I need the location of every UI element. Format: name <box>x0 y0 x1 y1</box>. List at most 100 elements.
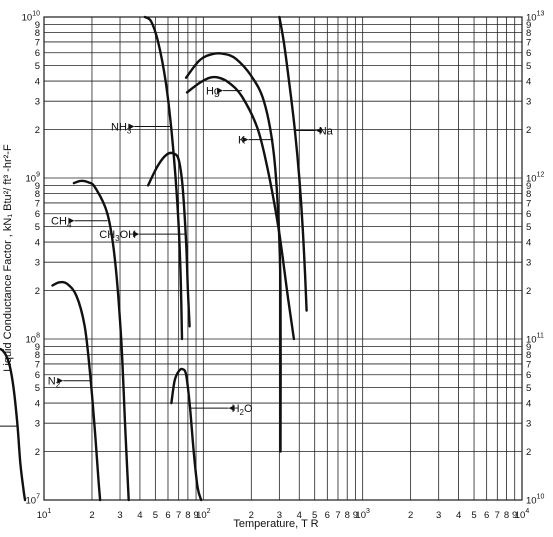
y-tick-label-right: 2 <box>526 286 531 297</box>
x-tick-label: 3 <box>277 510 282 521</box>
y-tick-label-right: 3 <box>526 419 531 430</box>
x-tick-label: 9 <box>193 510 198 521</box>
y-tick-label-right: 2 <box>526 447 531 458</box>
x-tick-label: 3 <box>436 510 441 521</box>
series-line-hg <box>185 75 296 341</box>
x-tick-label: 9 <box>512 510 517 521</box>
series-line-ne <box>0 347 27 502</box>
x-tick-label: 2 <box>408 510 413 521</box>
y-tick-label-right: 3 <box>526 258 531 269</box>
y-tick-label-left: 8 <box>35 350 40 361</box>
y-tick-label-left: 5 <box>35 61 40 72</box>
y-tick-label-left: 3 <box>35 419 40 430</box>
y-tick-label-left: 6 <box>35 48 40 59</box>
x-tick-label: 103 <box>355 508 370 521</box>
y-tick-label-left: 6 <box>35 209 40 220</box>
x-tick-label: 8 <box>185 510 190 521</box>
series-line-h2o <box>170 367 203 502</box>
x-tick-label: 7 <box>335 510 340 521</box>
x-tick-label: 7 <box>495 510 500 521</box>
y-tick-label-left: 3 <box>35 258 40 269</box>
leader-arrowhead <box>228 405 235 412</box>
y-tick-label-right: 6 <box>526 209 531 220</box>
y-tick-label-left: 7 <box>35 37 40 48</box>
leader-arrowhead <box>242 136 249 143</box>
series-line-ch3oh <box>146 151 191 328</box>
y-tick-label-right: 4 <box>526 399 531 410</box>
x-tick-label: 2 <box>249 510 254 521</box>
x-tick-label: 5 <box>471 510 476 521</box>
series-label-k: K <box>238 135 246 147</box>
y-tick-label-left: 6 <box>35 370 40 381</box>
series-line-nh3 <box>143 15 184 341</box>
y-tick-label-left: 3 <box>35 97 40 108</box>
y-tick-label-left: 7 <box>35 198 40 209</box>
y-tick-label-left: 2 <box>35 286 40 297</box>
x-tick-label: 102 <box>196 508 211 521</box>
x-tick-label: 8 <box>345 510 350 521</box>
y-tick-label-right: 6 <box>526 370 531 381</box>
y-tick-label-right: 8 <box>526 189 531 200</box>
y-tick-label-left: 9 <box>35 342 40 353</box>
series-label-h2o: H2O <box>232 403 253 417</box>
y-tick-label-left: 5 <box>35 383 40 394</box>
series-line-k <box>184 52 282 453</box>
y-tick-label-right: 3 <box>526 97 531 108</box>
y-tick-label-right: 7 <box>526 359 531 370</box>
series-label-ch4: CH4 <box>51 216 72 230</box>
x-tick-label: 4 <box>456 510 461 521</box>
y-tick-label-right: 1010 <box>526 494 544 507</box>
x-tick-label: 3 <box>117 510 122 521</box>
x-tick-label: 4 <box>137 510 142 521</box>
grid <box>43 16 523 501</box>
leader-arrowhead <box>133 231 140 238</box>
y-tick-label-right: 9 <box>526 181 531 192</box>
y-tick-label-left: 8 <box>35 189 40 200</box>
x-tick-label: 4 <box>297 510 302 521</box>
leader-arrowhead <box>128 123 135 130</box>
x-axis-label: Temperature, T R <box>233 518 318 530</box>
y-tick-label-left: 9 <box>35 20 40 31</box>
x-tick-label: 5 <box>153 510 158 521</box>
x-tick-label: 6 <box>325 510 330 521</box>
y-tick-label-right: 1012 <box>526 172 544 185</box>
series-label-na: Na <box>319 126 334 138</box>
y-axis-label-left: Liquid Conductance Factor , kN₁ Btu²/ ft… <box>2 144 14 372</box>
y-tick-label-left: 2 <box>35 125 40 136</box>
y-tick-label-right: 7 <box>526 37 531 48</box>
y-tick-label-right: 9 <box>526 20 531 31</box>
y-tick-label-left: 9 <box>35 181 40 192</box>
y-tick-label-right: 5 <box>526 61 531 72</box>
series-line-na <box>278 15 308 312</box>
series-line-n2 <box>51 280 102 502</box>
y-tick-label-left: 4 <box>35 77 40 88</box>
y-tick-label-right: 2 <box>526 125 531 136</box>
y-tick-label-right: 1011 <box>526 333 544 346</box>
x-tick-label: 101 <box>37 508 52 521</box>
y-tick-label-left: 4 <box>35 238 40 249</box>
series-curves <box>0 15 308 502</box>
y-tick-label-right: 8 <box>526 28 531 39</box>
y-tick-label-left: 107 <box>26 494 41 507</box>
leader-arrowhead <box>315 127 322 134</box>
x-tick-label: 7 <box>176 510 181 521</box>
leader-arrowhead <box>57 377 64 384</box>
series-label-hg: Hg <box>206 86 220 98</box>
series-annotations: NeN2CH4NH3CH3OHHgKNaH2O <box>0 86 334 427</box>
y-tick-label-left: 2 <box>35 447 40 458</box>
x-tick-label: 9 <box>353 510 358 521</box>
x-tick-label: 104 <box>515 508 530 521</box>
y-tick-label-left: 5 <box>35 222 40 233</box>
series-label-n2: N2 <box>48 376 61 390</box>
leader-arrowhead <box>68 217 75 224</box>
y-tick-label-right: 5 <box>526 222 531 233</box>
y-tick-label-right: 1013 <box>526 11 544 24</box>
x-tick-label: 6 <box>484 510 489 521</box>
y-tick-label-right: 6 <box>526 48 531 59</box>
x-tick-label: 5 <box>312 510 317 521</box>
series-line-ch4 <box>72 179 130 502</box>
y-tick-label-left: 8 <box>35 28 40 39</box>
y-tick-label-right: 8 <box>526 350 531 361</box>
x-tick-label: 8 <box>504 510 509 521</box>
